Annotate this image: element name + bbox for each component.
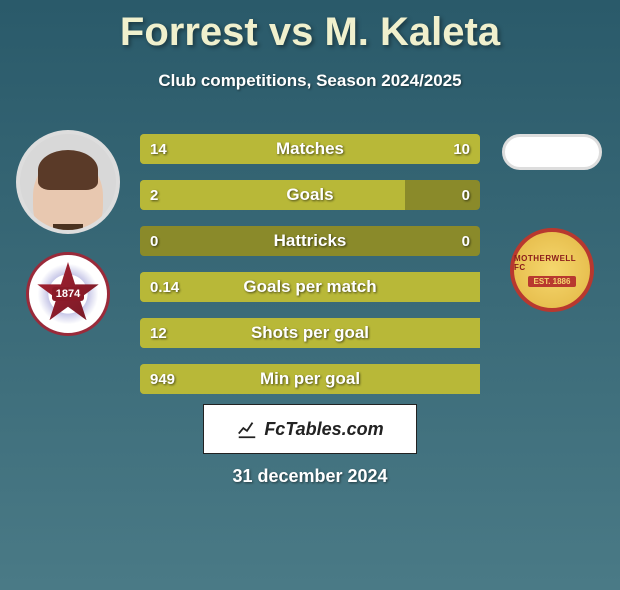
player-avatar-right <box>502 134 602 170</box>
bar-matches: 14 Matches 10 <box>140 134 480 164</box>
bar-goals-per-match: 0.14 Goals per match <box>140 272 480 302</box>
club-year-left: 1874 <box>52 287 84 301</box>
left-column: 1874 <box>8 130 128 336</box>
page-title: Forrest vs M. Kaleta <box>0 10 620 55</box>
bar-label: Matches <box>140 139 480 159</box>
club-badge-left: 1874 <box>26 252 110 336</box>
face-icon <box>33 160 103 234</box>
club-est-right: EST. 1886 <box>528 276 577 287</box>
bar-label: Goals <box>140 185 480 205</box>
bar-hattricks: 0 Hattricks 0 <box>140 226 480 256</box>
date-text: 31 december 2024 <box>0 466 620 487</box>
bar-label: Shots per goal <box>140 323 480 343</box>
club-arc-right: MOTHERWELL FC <box>514 254 590 272</box>
right-column: MOTHERWELL FC EST. 1886 <box>492 130 612 312</box>
chart-icon <box>236 418 258 440</box>
bar-label: Min per goal <box>140 369 480 389</box>
bar-shots-per-goal: 12 Shots per goal <box>140 318 480 348</box>
branding-text: FcTables.com <box>264 419 383 440</box>
club-badge-right: MOTHERWELL FC EST. 1886 <box>510 228 594 312</box>
bar-value-right: 0 <box>462 233 470 250</box>
bar-label: Hattricks <box>140 231 480 251</box>
subtitle: Club competitions, Season 2024/2025 <box>0 71 620 91</box>
stat-bars: 14 Matches 10 2 Goals 0 0 Hattricks 0 0.… <box>140 134 480 410</box>
bar-value-right: 0 <box>462 187 470 204</box>
bar-goals: 2 Goals 0 <box>140 180 480 210</box>
bar-value-right: 10 <box>453 141 470 158</box>
bar-min-per-goal: 949 Min per goal <box>140 364 480 394</box>
player-avatar-left <box>16 130 120 234</box>
bar-label: Goals per match <box>140 277 480 297</box>
branding-box: FcTables.com <box>203 404 417 454</box>
